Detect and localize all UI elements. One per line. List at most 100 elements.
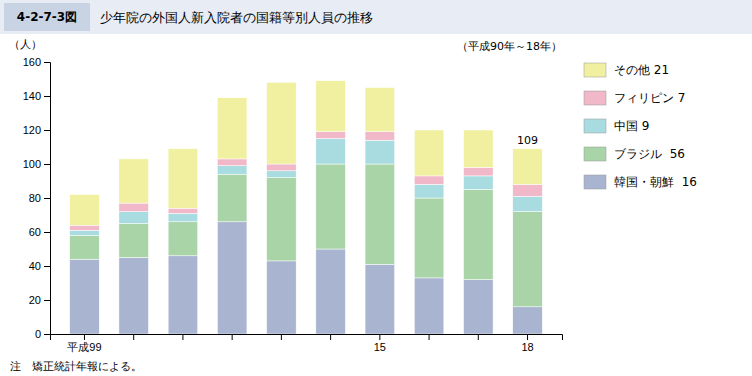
legend-label: 中国 9	[614, 119, 649, 133]
legend: その他 21 フィリピン 7 中国 9 ブラジル 56 韓国・朝鮮 16	[584, 63, 697, 189]
x-tick: 平成99	[67, 334, 101, 353]
bar	[217, 174, 247, 222]
y-tick: 20	[29, 294, 50, 306]
bar	[316, 249, 346, 334]
bar	[316, 81, 346, 132]
series	[70, 81, 543, 226]
y-tick-label: 160	[23, 56, 41, 68]
bar	[267, 164, 297, 171]
x-tick: 18	[521, 334, 533, 353]
bar	[464, 176, 494, 190]
bar	[70, 225, 100, 230]
x-tick	[429, 334, 430, 340]
bar	[316, 164, 346, 249]
y-tick-mark	[44, 198, 50, 199]
legend-swatch	[584, 175, 606, 189]
chart: 4-2-7-3図少年院の外国人新入院者の国籍等別人員の推移（平成90年～18年）…	[0, 0, 752, 376]
bar	[316, 139, 346, 165]
bar	[464, 167, 494, 176]
bar	[316, 132, 346, 139]
bar	[513, 307, 543, 334]
bar	[70, 195, 100, 226]
bar	[365, 264, 395, 334]
y-tick-mark	[44, 62, 50, 63]
x-tick	[232, 334, 233, 340]
y-tick: 40	[29, 260, 50, 272]
bar	[513, 212, 543, 307]
bar	[414, 176, 444, 185]
bar	[365, 132, 395, 141]
bar	[267, 261, 297, 334]
x-tick-mark	[182, 334, 183, 340]
legend-swatch	[584, 63, 606, 77]
bar	[414, 130, 444, 176]
figure-number-box	[4, 3, 90, 31]
bar	[414, 184, 444, 198]
x-tick	[133, 334, 134, 340]
x-tick	[281, 334, 282, 340]
legend-item: 韓国・朝鮮 16	[584, 175, 697, 189]
y-tick-label: 0	[35, 328, 41, 340]
bar	[168, 208, 198, 213]
bar	[119, 212, 149, 224]
bar	[513, 149, 543, 185]
y-tick: 140	[23, 90, 50, 102]
title-bar	[0, 0, 752, 34]
y-tick: 60	[29, 226, 50, 238]
y-tick: 120	[23, 124, 50, 136]
annotation: 109	[517, 134, 538, 147]
x-tick-mark	[232, 334, 233, 340]
bar	[70, 235, 100, 259]
y-tick-label: 60	[29, 226, 41, 238]
legend-label: ブラジル 56	[614, 147, 685, 161]
x-tick	[478, 334, 479, 340]
bar	[119, 258, 149, 335]
legend-item: フィリピン 7	[584, 91, 685, 105]
y-tick: 160	[23, 56, 50, 68]
x-axis: 平成99 15 18	[51, 334, 563, 353]
x-tick-mark	[133, 334, 134, 340]
legend-label: その他 21	[614, 63, 669, 77]
bar	[513, 196, 543, 211]
y-tick-label: 100	[23, 158, 41, 170]
y-tick-label: 140	[23, 90, 41, 102]
x-tick-label: 15	[374, 341, 386, 353]
subtitle: （平成90年～18年）	[457, 40, 562, 53]
x-tick-mark	[527, 334, 528, 340]
y-tick-mark	[44, 96, 50, 97]
y-tick-label: 40	[29, 260, 41, 272]
y-axis: 020406080100120140160	[23, 56, 51, 340]
bar	[464, 190, 494, 280]
y-tick-mark	[44, 266, 50, 267]
x-tick-mark	[478, 334, 479, 340]
bar	[119, 224, 149, 258]
title: 少年院の外国人新入院者の国籍等別人員の推移	[100, 10, 373, 25]
bar	[365, 164, 395, 264]
x-tick-mark	[330, 334, 331, 340]
bars	[70, 81, 543, 334]
legend-swatch	[584, 147, 606, 161]
legend-swatch	[584, 119, 606, 133]
bar	[267, 178, 297, 261]
bar	[365, 88, 395, 132]
bar	[70, 230, 100, 235]
legend-label: フィリピン 7	[614, 91, 685, 105]
legend-item: 中国 9	[584, 119, 649, 133]
bar	[217, 159, 247, 166]
bar	[267, 82, 297, 164]
x-tick-mark	[84, 334, 85, 340]
bar	[119, 203, 149, 212]
bar	[464, 280, 494, 334]
y-tick-label: 120	[23, 124, 41, 136]
legend-item: その他 21	[584, 63, 669, 77]
bar	[217, 166, 247, 175]
legend-label: 韓国・朝鮮 16	[614, 175, 697, 189]
bar	[513, 184, 543, 196]
bar	[119, 159, 149, 203]
x-tick-mark	[281, 334, 282, 340]
bar	[168, 213, 198, 222]
x-tick-label: 18	[521, 341, 533, 353]
x-tick	[182, 334, 183, 340]
y-tick-mark	[44, 232, 50, 233]
y-tick: 100	[23, 158, 50, 170]
